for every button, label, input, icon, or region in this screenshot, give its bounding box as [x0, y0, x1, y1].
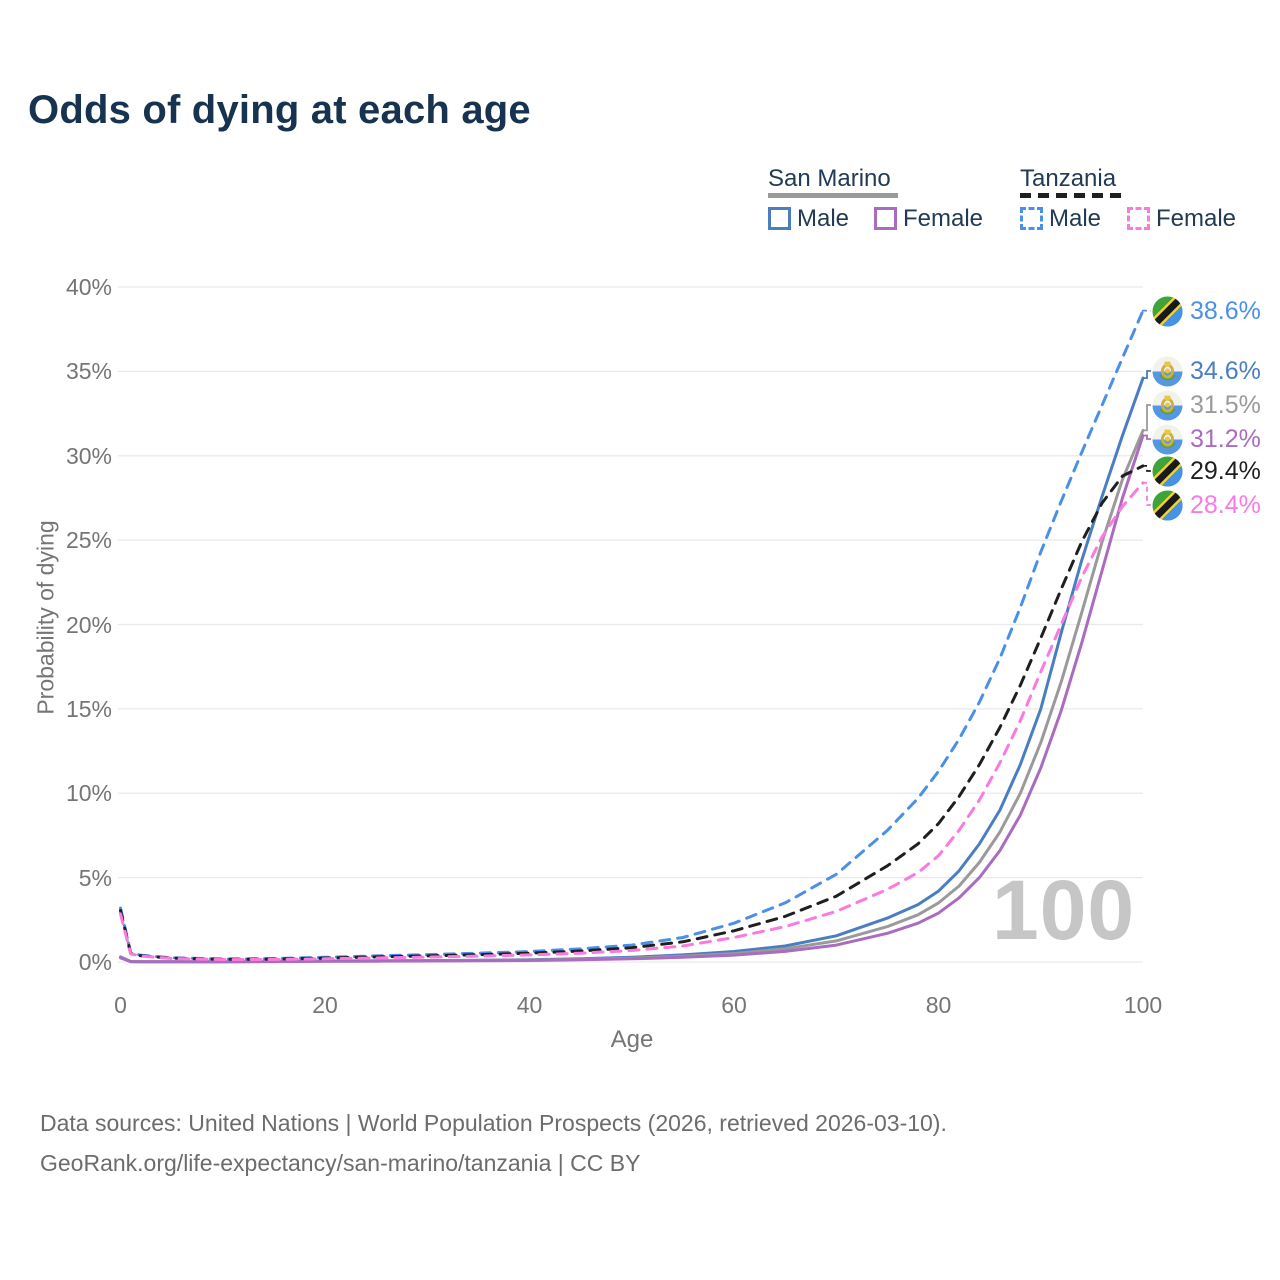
- san-marino-flag-icon: [1152, 423, 1183, 455]
- legend-item-san-marino-male[interactable]: Male: [797, 205, 850, 232]
- end-label-value: 38.6%: [1190, 296, 1261, 325]
- end-label-san-marino-both-sexes: 31.5%: [1152, 389, 1261, 421]
- age-watermark: 100: [992, 863, 1136, 957]
- end-label-san-marino-female: 31.2%: [1152, 423, 1261, 455]
- end-label-value: 31.2%: [1190, 424, 1261, 453]
- legend-item-tanzania-male[interactable]: Male: [1049, 205, 1102, 232]
- y-tick-5%: 5%: [78, 864, 112, 891]
- end-label-connector: [1142, 370, 1151, 379]
- y-tick-30%: 30%: [65, 442, 112, 469]
- x-tick-0: 0: [114, 992, 127, 1018]
- legend-group-san-marino[interactable]: San Marino: [768, 165, 891, 192]
- y-tick-20%: 20%: [65, 611, 112, 638]
- y-tick-10%: 10%: [65, 780, 112, 807]
- legend-swatch-tanzania-male-icon[interactable]: [1020, 207, 1043, 230]
- y-tick-35%: 35%: [65, 358, 112, 385]
- legend-swatch-tanzania-female-icon[interactable]: [1127, 207, 1150, 230]
- x-tick-40: 40: [516, 992, 543, 1018]
- x-tick-100: 100: [1123, 992, 1163, 1018]
- chart-plot-area: [118, 286, 1151, 964]
- page-title: Odds of dying at each age: [28, 88, 531, 132]
- end-label-san-marino-male: 34.6%: [1152, 355, 1261, 387]
- legend-item-tanzania-female[interactable]: Female: [1156, 205, 1237, 232]
- tanzania-flag-icon: [1152, 295, 1183, 327]
- legend-group-tanzania[interactable]: Tanzania: [1020, 165, 1117, 192]
- legend-swatch-san-marino-female-icon[interactable]: [874, 207, 897, 230]
- legend-item-san-marino-female[interactable]: Female: [903, 205, 984, 232]
- series-line-san-marino-male[interactable]: [119, 376, 1145, 964]
- end-label-connector: [1142, 434, 1151, 440]
- series-line-san-marino-female[interactable]: [119, 434, 1145, 964]
- end-label-connector: [1142, 481, 1151, 506]
- end-label-value: 34.6%: [1190, 356, 1261, 385]
- end-label-value: 29.4%: [1190, 456, 1261, 485]
- y-tick-0%: 0%: [78, 949, 112, 975]
- series-line-san-marino-both-sexes[interactable]: [119, 428, 1145, 964]
- footer-attribution: GeoRank.org/life-expectancy/san-marino/t…: [40, 1150, 641, 1176]
- series-line-tanzania-both-sexes[interactable]: [119, 464, 1145, 961]
- tanzania-flag-icon: [1152, 455, 1183, 487]
- x-axis-title: Age: [610, 1026, 654, 1053]
- end-label-tanzania-female: 28.4%: [1152, 489, 1261, 521]
- x-tick-60: 60: [721, 992, 747, 1018]
- end-label-value: 28.4%: [1190, 490, 1261, 519]
- end-label-value: 31.5%: [1190, 390, 1261, 419]
- legend-underline-san-marino: [768, 193, 898, 198]
- san-marino-flag-icon: [1152, 389, 1183, 421]
- x-tick-80: 80: [925, 992, 952, 1018]
- san-marino-flag-icon: [1152, 355, 1183, 387]
- tanzania-flag-icon: [1152, 489, 1183, 521]
- end-label-connector: [1142, 404, 1151, 432]
- x-tick-20: 20: [312, 992, 338, 1018]
- legend-swatch-san-marino-male-icon[interactable]: [768, 207, 791, 230]
- end-label-tanzania-male: 38.6%: [1152, 295, 1261, 327]
- y-tick-25%: 25%: [65, 527, 112, 554]
- legend-underline-tanzania: [1020, 193, 1121, 198]
- series-line-tanzania-female[interactable]: [119, 481, 1145, 962]
- footer-data-sources: Data sources: United Nations | World Pop…: [40, 1110, 947, 1136]
- y-tick-40%: 40%: [65, 274, 112, 300]
- end-label-tanzania-both-sexes: 29.4%: [1152, 455, 1261, 487]
- end-label-connector: [1142, 465, 1151, 472]
- y-tick-15%: 15%: [65, 695, 112, 722]
